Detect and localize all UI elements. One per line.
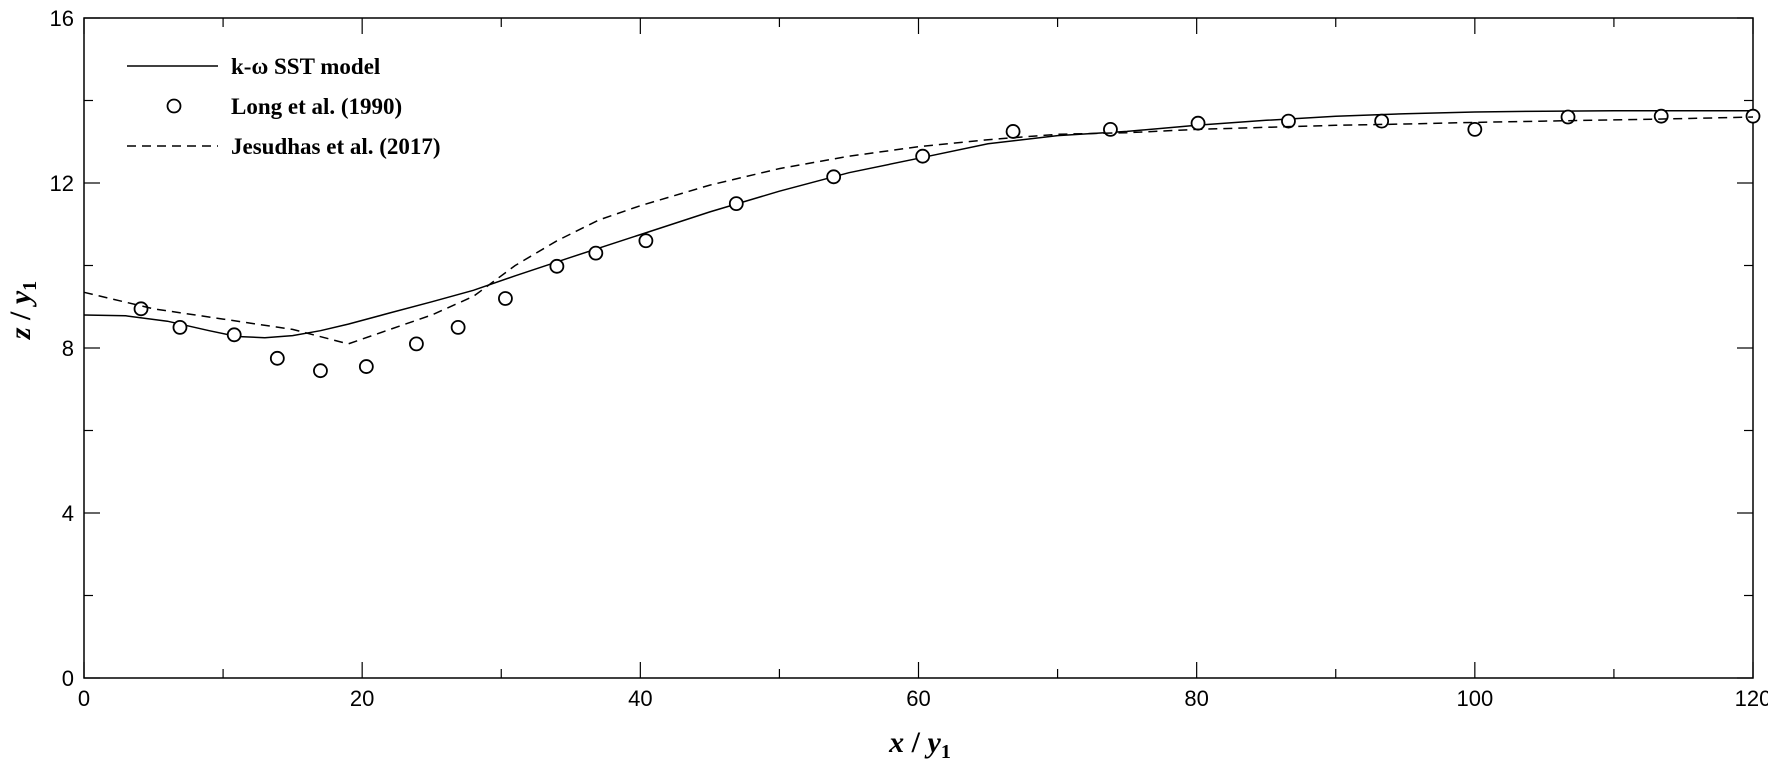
data-point — [409, 336, 424, 352]
data-point — [498, 291, 513, 306]
data-point — [826, 169, 842, 185]
legend-marker — [166, 98, 182, 114]
y-tick-label: 4 — [62, 501, 74, 526]
data-point — [133, 301, 149, 317]
x-tick-label: 20 — [350, 686, 374, 711]
y-tick-label: 8 — [62, 336, 74, 361]
data-point — [1005, 124, 1021, 139]
x-tick-label: 100 — [1456, 686, 1493, 711]
data-point — [1745, 108, 1761, 124]
legend-label: Jesudhas et al. (2017) — [231, 134, 441, 159]
x-axis-title: x / y1 — [888, 726, 951, 763]
y-axis-title: z / y1 — [4, 281, 41, 340]
y-tick-label: 16 — [50, 6, 74, 31]
data-point — [915, 148, 931, 164]
x-tick-label: 80 — [1184, 686, 1208, 711]
data-point — [172, 319, 188, 335]
series-layer — [83, 108, 1761, 379]
data-point — [1467, 121, 1483, 137]
data-point — [1190, 115, 1206, 131]
axes: 0 20 40 60 80 100 120 0 4 8 12 16 — [50, 6, 1768, 711]
legend-label: k-ω SST model — [231, 54, 380, 79]
x-tick-label: 40 — [628, 686, 652, 711]
data-point — [549, 258, 565, 274]
series-line-k-sst-model — [83, 110, 1753, 339]
x-tick-label: 60 — [906, 686, 930, 711]
x-tick-label: 120 — [1735, 686, 1768, 711]
data-point — [226, 327, 242, 343]
data-point — [450, 319, 466, 335]
data-point — [638, 233, 654, 249]
data-point — [313, 363, 328, 379]
data-point — [1374, 113, 1390, 129]
series-long-et-al-1990 — [133, 108, 1761, 379]
y-tick-label: 0 — [62, 666, 74, 691]
data-point — [358, 359, 374, 374]
y-tick-label: 12 — [50, 171, 74, 196]
x-tick-label: 0 — [78, 686, 90, 711]
series-line-jesudhas-et-al-2017 — [83, 116, 1754, 345]
data-point — [728, 196, 744, 212]
data-point — [1653, 108, 1669, 124]
data-point — [1281, 113, 1296, 129]
legend-label: Long et al. (1990) — [231, 94, 402, 119]
data-point — [1560, 109, 1576, 125]
legend: k-ω SST model Long et al. (1990) Jesudhas … — [127, 54, 441, 159]
data-point — [269, 350, 285, 366]
data-point — [588, 245, 604, 261]
